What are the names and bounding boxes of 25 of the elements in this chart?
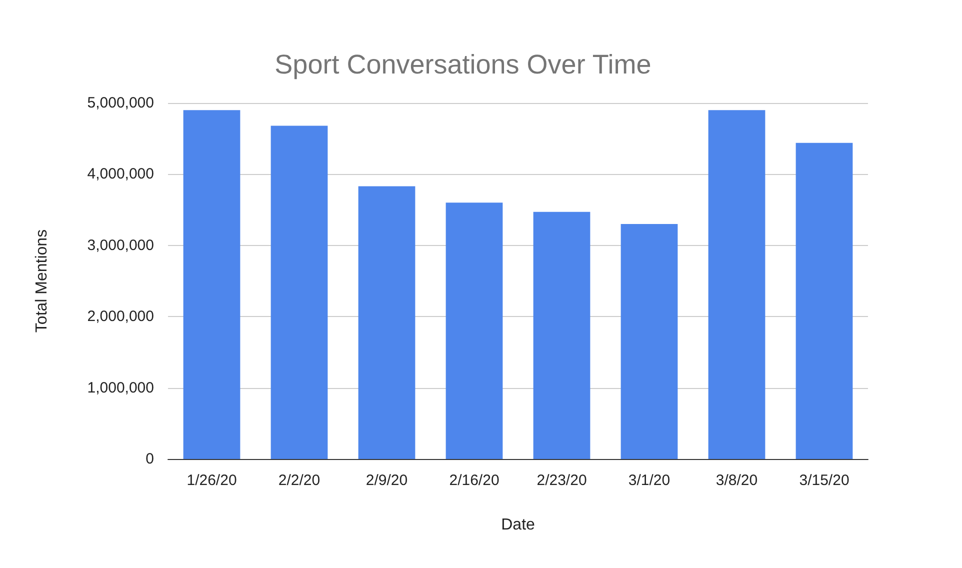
x-tick-label: 1/26/20: [186, 472, 237, 489]
y-tick-label: 2,000,000: [87, 308, 154, 326]
bar: [708, 110, 766, 459]
y-axis-title: Total Mentions: [34, 229, 50, 333]
x-axis-title: Date: [501, 516, 535, 534]
x-tick-label: 3/15/20: [799, 472, 850, 489]
bar: [446, 202, 503, 459]
y-tick-label: 0: [146, 450, 154, 468]
bar: [358, 186, 416, 459]
y-tick-label: 5,000,000: [87, 94, 154, 112]
x-tick-label: 2/9/20: [366, 472, 408, 489]
x-tick-label: 2/2/20: [278, 472, 320, 489]
bar: [620, 224, 678, 459]
bar: [183, 110, 240, 459]
x-tick-label: 2/23/20: [536, 472, 587, 489]
chart-title: Sport Conversations Over Time: [274, 50, 652, 80]
y-tick-label: 1,000,000: [87, 379, 154, 396]
y-tick-label: 4,000,000: [87, 166, 154, 183]
x-tick-label: 3/8/20: [716, 472, 758, 489]
x-tick-label: 3/1/20: [628, 472, 670, 489]
y-tick-label: 3,000,000: [87, 236, 154, 254]
bar: [796, 142, 853, 459]
bar: [270, 126, 328, 459]
bar: [533, 212, 590, 459]
x-tick-label: 2/16/20: [449, 472, 500, 489]
